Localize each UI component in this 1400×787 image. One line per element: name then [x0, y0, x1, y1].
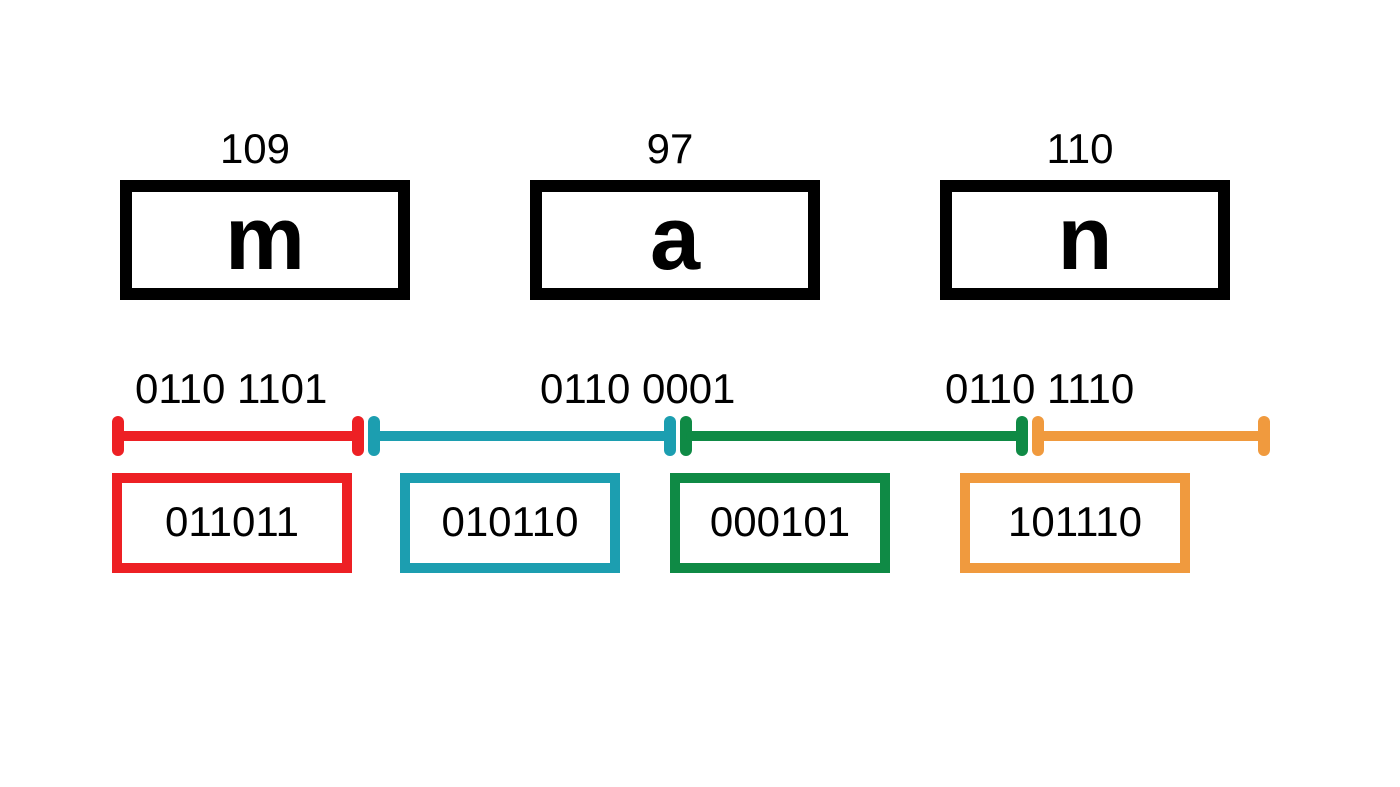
seg-cap-red-right	[352, 416, 364, 456]
char-letter-2: n	[952, 192, 1218, 284]
sixbit-value-3: 101110	[970, 483, 1180, 561]
seg-bar-red	[118, 431, 358, 441]
char-box-1: a	[530, 180, 820, 300]
seg-bar-green	[686, 431, 1022, 441]
char-box-2: n	[940, 180, 1230, 300]
ascii-code-0: 109	[125, 125, 385, 173]
binary8-1: 0110 0001	[540, 365, 735, 413]
ascii-code-2: 110	[950, 125, 1210, 173]
sixbit-value-0: 011011	[122, 483, 342, 561]
sixbit-box-0: 011011	[112, 473, 352, 573]
seg-cap-teal-right	[664, 416, 676, 456]
char-letter-0: m	[132, 192, 398, 284]
binary8-2: 0110 1110	[945, 365, 1134, 413]
diagram-canvas: 109 97 110 m a n 0110 1101 0110 0001 011…	[0, 0, 1400, 787]
seg-bar-orange	[1038, 431, 1264, 441]
sixbit-box-1: 010110	[400, 473, 620, 573]
seg-cap-orange-right	[1258, 416, 1270, 456]
binary8-0: 0110 1101	[135, 365, 327, 413]
char-letter-1: a	[542, 192, 808, 284]
seg-bar-teal	[374, 431, 670, 441]
sixbit-box-2: 000101	[670, 473, 890, 573]
sixbit-value-1: 010110	[410, 483, 610, 561]
sixbit-box-3: 101110	[960, 473, 1190, 573]
char-box-0: m	[120, 180, 410, 300]
ascii-code-1: 97	[540, 125, 800, 173]
sixbit-value-2: 000101	[680, 483, 880, 561]
seg-cap-green-right	[1016, 416, 1028, 456]
